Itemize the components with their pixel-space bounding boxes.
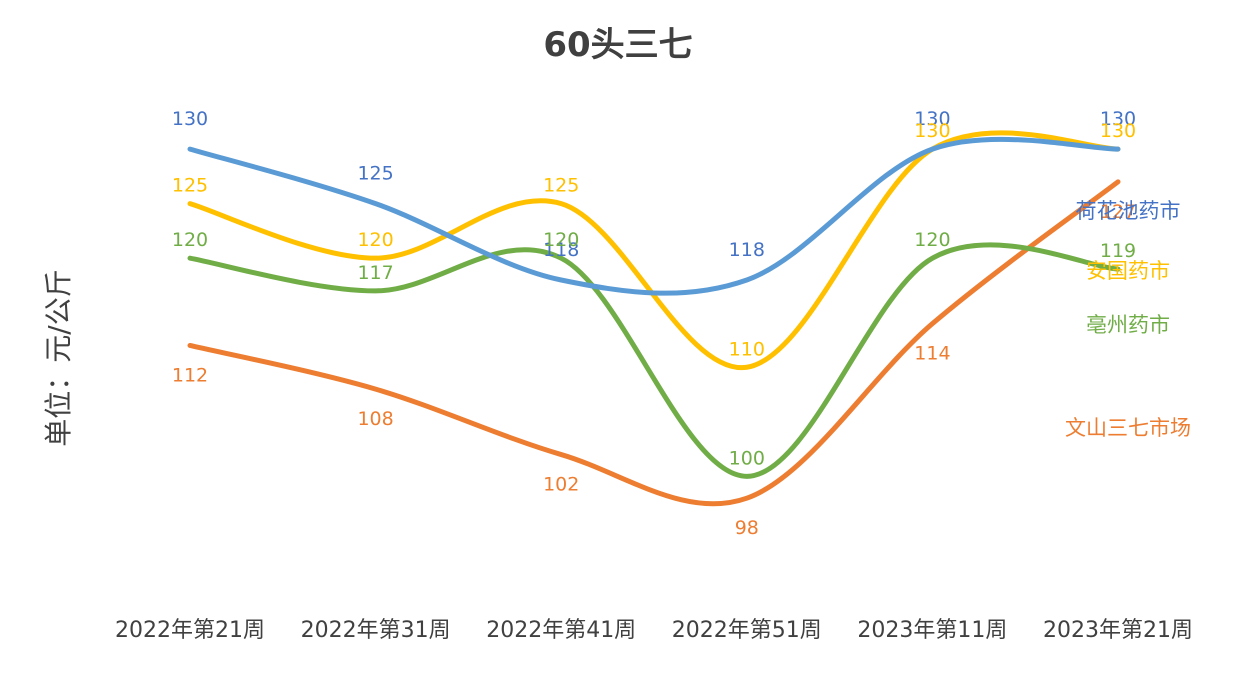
x-tick-label: 2023年第11周 [857,618,1007,643]
data-label: 110 [729,338,765,360]
x-axis-ticks: 2022年第21周 2022年第31周 2022年第41周 2022年第51周 2023… [115,618,1193,643]
x-tick-label: 2023年第21周 [1043,618,1193,643]
data-label: 118 [543,239,579,261]
series-lines [187,130,1121,507]
y-axis-label: 单位：元/公斤 [42,269,75,446]
legend-item: 荷花池药市 [1076,199,1181,223]
series-line-2 [187,242,1121,479]
series-line-1 [187,130,1121,370]
legend-item: 文山三七市场 [1065,416,1191,440]
data-label: 118 [729,239,765,261]
data-label: 102 [543,474,579,496]
data-label: 130 [172,108,208,130]
legend-item: 安国药市 [1086,259,1170,283]
x-tick-label: 2022年第41周 [486,618,636,643]
data-label: 127 [1100,201,1136,223]
series-line-3 [187,179,1121,507]
data-label: 125 [543,175,579,197]
series-line-0 [187,136,1121,296]
x-tick-label: 2022年第51周 [672,618,822,643]
data-label: 120 [357,229,393,251]
data-label: 125 [357,163,393,185]
data-label: 112 [172,364,208,386]
data-label: 120 [914,229,950,251]
data-label: 130 [1100,120,1136,142]
data-label: 130 [1100,108,1136,130]
x-tick-label: 2022年第31周 [301,618,451,643]
data-label: 120 [172,229,208,251]
data-label: 114 [914,343,950,365]
data-label: 98 [735,517,759,539]
data-label: 117 [357,262,393,284]
data-label: 130 [914,108,950,130]
data-label: 119 [1100,240,1136,262]
data-label: 130 [914,120,950,142]
x-tick-label: 2022年第21周 [115,618,265,643]
legend-item: 亳州药市 [1086,313,1170,337]
data-label: 120 [543,229,579,251]
data-label: 108 [357,408,393,430]
data-label: 100 [729,447,765,469]
chart-title: 60头三七 [543,25,692,65]
data-label: 125 [172,175,208,197]
